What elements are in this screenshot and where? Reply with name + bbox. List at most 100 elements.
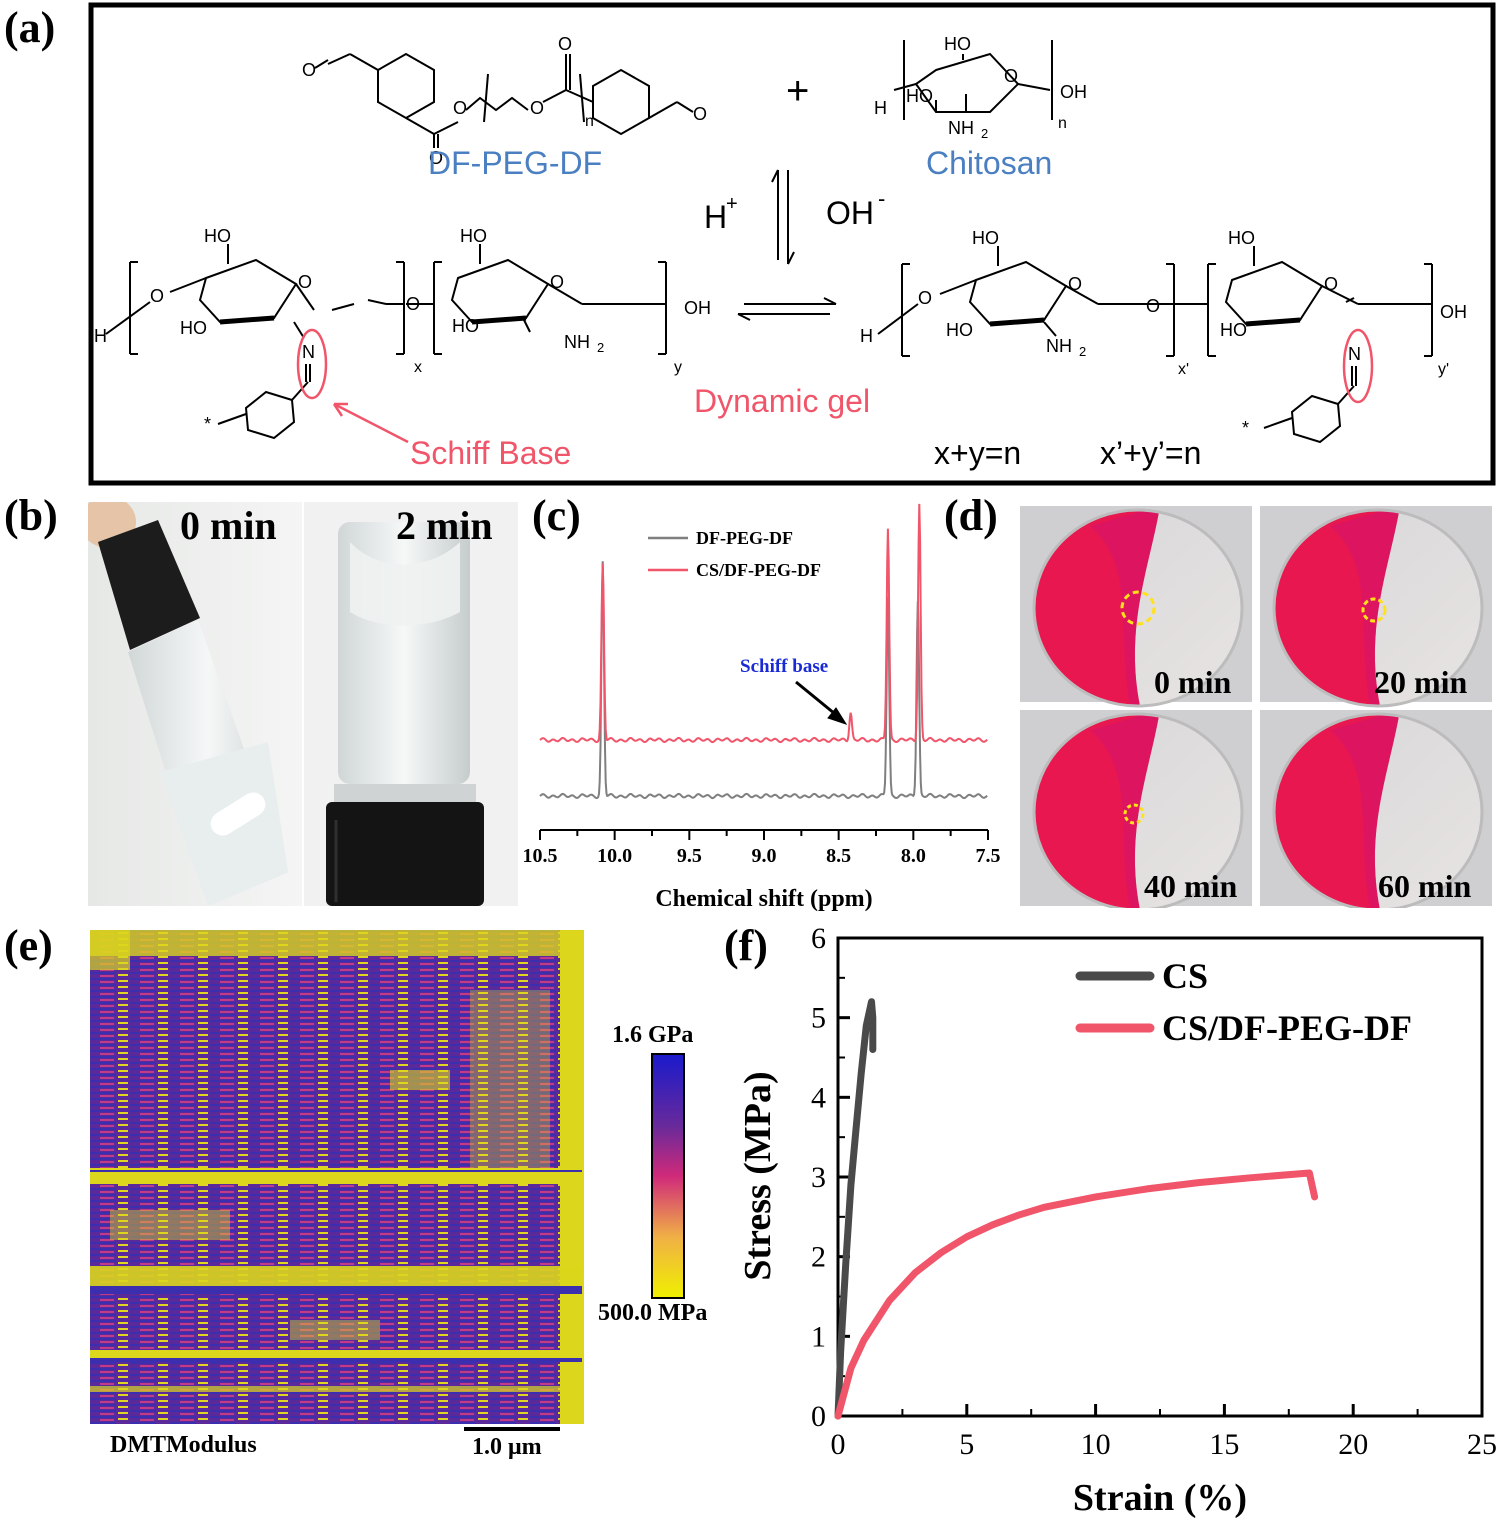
plus-sign: + [786,69,809,113]
svg-text:HO: HO [204,226,231,246]
svg-text:O: O [453,98,467,118]
svg-text:*: * [204,414,211,434]
dish-tile [1020,506,1252,708]
ss-y-tick-label: 3 [811,1161,826,1194]
nmr-x-tick-label: 7.5 [976,845,1001,867]
colorbar-min-label: 500.0 MPa [598,1300,708,1326]
svg-text:O: O [550,272,564,292]
schiff-base-arrow [332,402,409,444]
svg-text:OH: OH [684,298,711,318]
df-peg-df-structure [314,52,694,148]
svg-text:HO: HO [180,318,207,338]
nmr-x-tick-label: 8.0 [901,845,926,867]
panel-d-photos [1020,506,1492,908]
ss-y-label: Stress (MPa) [737,1071,779,1280]
reactant-df-peg-df-label: DF-PEG-DF [428,145,602,181]
svg-text:O: O [693,104,707,124]
stoichiometry-eq2: x’+y’=n [1100,435,1201,471]
scale-bar [464,1427,560,1431]
ss-legend-cs: CS [1162,956,1208,996]
base-label: OH - [826,186,885,231]
dish-label-60min: 60 min [1378,868,1472,904]
svg-text:HO: HO [944,34,971,54]
dish-label-40min: 40 min [1144,868,1238,904]
svg-text:O: O [530,98,544,118]
left-product-structure [105,244,667,440]
panel-a-scheme: O O O O O O n + HO O H HO NH 2 OH n DF-P… [88,2,1496,486]
right-product-structure [877,246,1433,444]
ss-x-tick-label: 0 [831,1428,846,1461]
crack-marker-40min [1123,803,1145,825]
panel-f-label: (f) [724,921,768,970]
ss-x-tick-label: 5 [959,1428,974,1461]
nmr-x-tick-label: 10.5 [523,845,558,867]
panel-b-photos [88,502,518,906]
svg-text:O: O [558,34,572,54]
svg-text:NH: NH [1046,336,1072,356]
svg-text:O: O [1004,66,1018,86]
svg-text:OH: OH [826,195,874,231]
ss-y-tick-label: 1 [811,1320,826,1353]
svg-text:OH: OH [1060,82,1087,102]
panel-b-label: (b) [4,491,58,540]
svg-text:HO: HO [946,320,973,340]
colorbar-max-label: 1.6 GPa [612,1022,694,1048]
ss-x-tick-label: 10 [1081,1428,1111,1461]
svg-text:N: N [1348,344,1361,364]
svg-text:OH: OH [1440,302,1467,322]
nmr-x-tick-label: 9.0 [752,845,777,867]
svg-text:O: O [298,272,312,292]
svg-text:y': y' [1438,361,1449,378]
svg-text:HO: HO [460,226,487,246]
vial-label-2min: 2 min [396,503,493,548]
schiff-base-circle-left [296,328,328,400]
svg-text:H: H [704,199,727,235]
ss-y-tick-label: 6 [811,924,826,955]
ss-series-0 [834,998,877,1420]
svg-text:x: x [414,359,422,376]
svg-text:N: N [302,342,315,362]
crack-marker-20min [1361,597,1387,623]
svg-text:+: + [726,193,738,215]
panel-c-label: (c) [532,491,581,540]
dish-label-20min: 20 min [1374,664,1468,700]
nmr-series-1 [539,503,988,744]
ss-y-tick-label: 0 [811,1400,826,1433]
svg-text:n: n [1058,115,1067,132]
ss-legend-cs-df-peg-df: CS/DF-PEG-DF [1162,1008,1412,1048]
svg-text:O: O [406,294,420,314]
svg-text:O: O [1324,274,1338,294]
ss-x-tick-label: 15 [1209,1428,1239,1461]
tilted-vial [88,502,288,906]
panel-e-label: (e) [4,921,53,970]
svg-text:*: * [1242,418,1249,438]
nmr-x-tick-label: 8.5 [826,845,851,867]
reactant-chitosan-label: Chitosan [926,145,1052,181]
acid-label: H + [704,193,738,235]
svg-text:H: H [874,98,887,118]
nmr-x-tick-label: 9.5 [677,845,702,867]
svg-text:O: O [918,288,932,308]
ss-x-label: Strain (%) [1073,1477,1247,1518]
svg-text:H: H [94,326,107,346]
schiff-base-circle-right [1342,328,1374,404]
nmr-annotation-arrow [795,680,848,725]
svg-text:HO: HO [1220,320,1247,340]
nmr-annotation-schiff-base: Schiff base [740,656,828,677]
nmr-x-tick-label: 10.0 [597,845,632,867]
vial-label-0min: 0 min [180,503,277,548]
nmr-legend-df-peg-df: DF-PEG-DF [696,528,793,548]
svg-text:O: O [429,148,443,168]
inverted-vial [326,522,484,906]
svg-text:O: O [302,60,316,80]
svg-text:x': x' [1178,361,1189,378]
svg-text:-: - [878,186,885,211]
horizontal-equilibrium-arrow [737,297,837,321]
afm-channel-label: DMTModulus [110,1432,257,1458]
svg-text:2: 2 [1079,344,1086,359]
svg-text:NH: NH [948,118,974,138]
chitosan-structure [893,40,1053,120]
svg-text:HO: HO [906,86,933,106]
ss-series-1 [834,1169,1319,1420]
ss-x-tick-label: 25 [1467,1428,1496,1461]
